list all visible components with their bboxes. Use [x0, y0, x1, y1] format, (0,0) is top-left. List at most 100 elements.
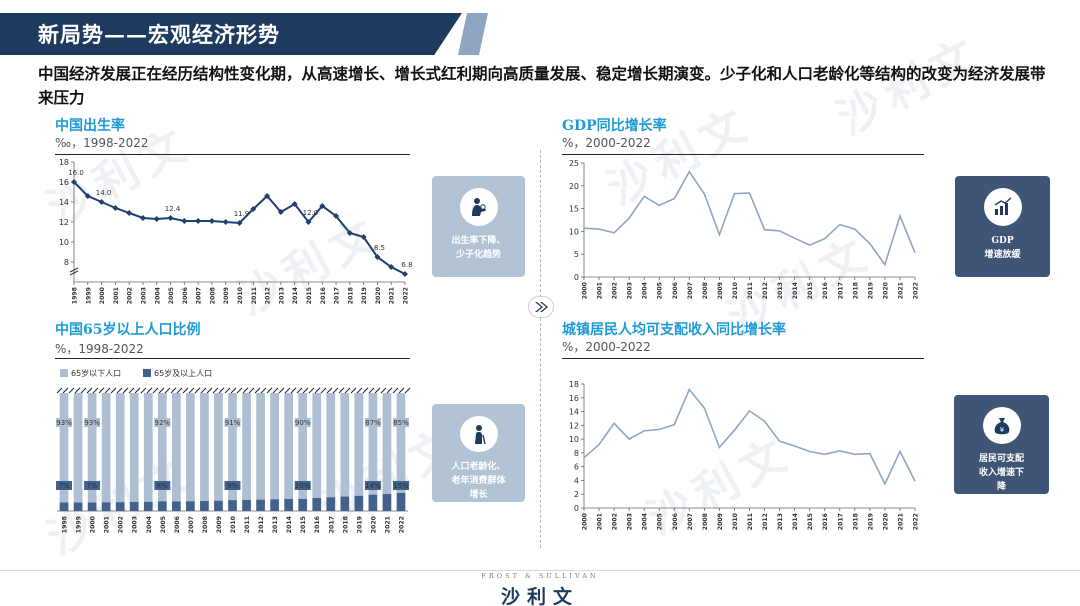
x-tick-label: 2022: [913, 282, 920, 299]
income-insight-text: 居民可支配 收入增速下 降: [973, 452, 1030, 494]
axis-break-mark: [272, 387, 279, 394]
x-tick-label: 2007: [687, 513, 694, 530]
x-tick-label: 2014: [286, 515, 293, 533]
axis-break-mark: [290, 387, 297, 394]
axis-break-mark: [188, 387, 195, 394]
axis-break-mark: [386, 387, 393, 394]
legend-swatch-65plus: [143, 369, 151, 377]
data-label-bg: [84, 418, 101, 427]
bar-65plus: [87, 502, 97, 511]
slide-headline: 中国经济发展正在经历结构性变化期，从高速增长、增长式红利期向高质量发展、稳定增长…: [38, 64, 1046, 107]
y-tick-label: 25: [569, 159, 579, 168]
axis-break-mark: [392, 387, 399, 394]
data-point: [208, 218, 215, 224]
axis-break-mark: [254, 387, 261, 394]
x-tick-label: 2006: [182, 287, 189, 304]
axis-break-mark: [284, 387, 291, 394]
y-tick-label: 8: [574, 449, 579, 458]
data-label: 15%: [393, 482, 409, 490]
x-tick-label: 2006: [672, 513, 679, 530]
bar-under65: [59, 390, 69, 503]
x-tick-label: 2015: [807, 513, 814, 530]
bar-under65: [326, 390, 336, 498]
y-tick-label: 12: [569, 421, 579, 430]
x-tick-label: 2002: [612, 513, 619, 530]
axis-break-mark: [296, 387, 303, 394]
x-tick-label: 2013: [777, 282, 784, 299]
bar-65plus: [129, 501, 139, 511]
bar-under65: [284, 390, 294, 499]
y-tick-label: 10: [569, 435, 579, 444]
data-point: [153, 216, 160, 222]
data-label: 11.9: [234, 210, 250, 218]
data-point: [222, 219, 229, 225]
data-point: [374, 254, 381, 260]
x-tick-label: 2004: [642, 512, 649, 530]
data-label: 14.0: [96, 189, 112, 197]
x-tick-label: 2008: [702, 513, 709, 530]
data-label: 93%: [84, 419, 100, 427]
bar-under65: [157, 390, 167, 502]
legend-label: 65岁以下人口: [71, 368, 121, 378]
data-point: [346, 230, 353, 236]
axis-break-mark: [152, 387, 159, 394]
axis-break-mark: [110, 387, 117, 394]
x-tick-label: 2008: [202, 516, 209, 533]
axis-break-mark: [398, 387, 405, 394]
bar-under65: [312, 390, 322, 498]
x-tick-label: 2009: [717, 513, 724, 530]
card-text-line: 降: [996, 482, 1006, 492]
axis-break-mark: [98, 387, 105, 394]
x-tick-label: 2014: [292, 286, 299, 304]
data-label-bg: [392, 481, 409, 490]
x-tick-label: 2001: [597, 513, 604, 530]
x-tick-label: 2001: [113, 287, 120, 304]
data-point: [319, 203, 326, 209]
data-point: [277, 209, 284, 215]
bar-65plus: [214, 500, 223, 511]
data-label: 6.8: [401, 261, 412, 269]
x-tick-label: 2020: [375, 286, 382, 304]
next-arrow-button[interactable]: [528, 296, 554, 318]
x-tick-label: 2013: [272, 516, 279, 533]
bar-65plus: [242, 499, 251, 511]
y-tick-label: 5: [574, 250, 579, 259]
bar-65plus: [354, 495, 364, 511]
x-tick-label: 2007: [188, 516, 195, 533]
axis-break-mark: [362, 387, 369, 394]
bar-65plus: [298, 498, 308, 511]
y-tick-label: 6: [574, 463, 579, 472]
income-chart-title: 城镇居民人均可支配收入同比增长率: [562, 322, 786, 338]
axis-break-mark: [326, 387, 333, 394]
bar-65plus: [228, 500, 237, 511]
axis-break-mark: [230, 387, 237, 394]
birth-chart-unit: ‰，1998-2022: [55, 136, 149, 150]
legend-swatch-under65: [60, 369, 68, 377]
axis-break-mark: [374, 387, 381, 394]
card-text-line: 增长: [469, 490, 488, 500]
y-tick-label: 0: [574, 504, 579, 513]
bar-65plus: [382, 494, 392, 511]
x-tick-label: 2002: [118, 516, 125, 533]
x-tick-label: 2010: [732, 512, 739, 530]
birth-insight-text: 出生率下降、 少子化趋势: [445, 234, 511, 262]
aging-chart-title: 中国65岁以上人口比例: [55, 322, 201, 338]
aging-insight-card: 人口老龄化、 老年消费群体 增长: [432, 404, 525, 502]
x-tick-label: 2011: [244, 516, 251, 533]
x-tick-label: 2000: [582, 281, 589, 299]
card-text-line: 居民可支配: [978, 454, 1024, 464]
slide-title: 新局势——宏观经济形势: [38, 22, 280, 47]
x-tick-label: 2010: [732, 281, 739, 299]
x-tick-label: 2014: [792, 512, 799, 530]
bar-65plus: [326, 497, 336, 511]
x-tick-label: 2022: [398, 516, 405, 533]
data-label: 8%: [157, 482, 168, 490]
axis-break-mark: [128, 387, 135, 394]
x-tick-label: 2010: [230, 515, 237, 533]
aging-chart-unit: %，1998-2022: [55, 342, 144, 356]
bar-65plus: [396, 492, 406, 511]
axis-break-mark: [122, 387, 129, 394]
